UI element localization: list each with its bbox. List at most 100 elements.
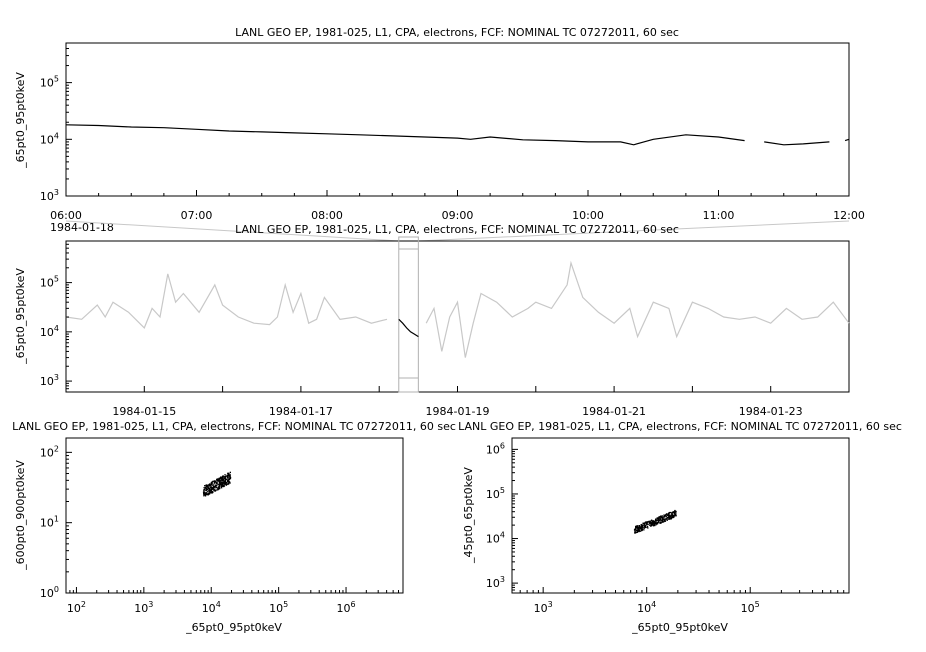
- x-tick-label: 06:00: [50, 209, 82, 222]
- scatter-point: [205, 486, 208, 488]
- scatter-point: [219, 481, 221, 483]
- scatter-point: [660, 522, 662, 524]
- scatter-point: [671, 516, 673, 518]
- x-tick-label: 105: [269, 600, 288, 615]
- scatter-point: [215, 481, 217, 483]
- scatter-point: [208, 484, 211, 486]
- y-tick-label: 101: [40, 515, 59, 530]
- scatter-point: [635, 529, 638, 531]
- scatter-point: [211, 484, 213, 486]
- chart-title: LANL GEO EP, 1981-025, L1, CPA, electron…: [458, 420, 902, 433]
- scatter-point: [207, 494, 209, 496]
- series-line: [844, 138, 850, 142]
- scatter-point: [204, 493, 206, 495]
- scatter-point: [665, 515, 667, 518]
- scatter-point: [646, 522, 648, 524]
- scatter-point: [210, 490, 212, 492]
- x-tick-label: 08:00: [311, 209, 343, 222]
- scatter-point: [649, 520, 651, 522]
- scatter-point: [222, 481, 224, 483]
- scatter-point: [648, 520, 650, 523]
- scatter-points: [202, 471, 232, 497]
- scatter-point: [662, 518, 665, 520]
- highlight-window: [398, 236, 419, 393]
- scatter-point: [213, 481, 216, 484]
- scatter-point: [650, 524, 652, 527]
- scatter-point: [216, 478, 218, 480]
- scatter-point: [636, 531, 639, 533]
- scatter-point: [661, 518, 664, 520]
- scatter-point: [206, 488, 208, 490]
- scatter-point: [664, 514, 667, 516]
- x-tick-label: 105: [741, 600, 760, 615]
- scatter-point: [227, 482, 229, 485]
- scatter-point: [203, 494, 205, 496]
- scatter-point: [639, 528, 641, 530]
- scatter-point: [212, 488, 214, 490]
- scatter-point: [642, 522, 644, 525]
- scatter-point: [664, 515, 667, 517]
- scatter-point: [634, 532, 636, 534]
- scatter-point: [675, 514, 677, 516]
- scatter-point: [207, 484, 209, 486]
- scatter-point: [224, 483, 226, 485]
- scatter-point: [211, 491, 213, 493]
- scatter-point: [644, 523, 646, 525]
- scatter-point: [641, 526, 643, 528]
- scatter-point: [210, 483, 212, 485]
- scatter-point: [668, 511, 671, 514]
- scatter-point: [662, 516, 664, 519]
- x-tick-label: 1984-01-23: [739, 405, 803, 418]
- scatter-point: [204, 494, 207, 496]
- y-tick-label: 103: [40, 188, 59, 203]
- scatter-point: [209, 487, 211, 489]
- scatter-point: [219, 483, 221, 485]
- scatter-point: [223, 476, 225, 478]
- scatter-point: [217, 487, 219, 489]
- scatter-point: [218, 483, 220, 486]
- y-tick-label: 105: [486, 486, 505, 501]
- x-tick-label: 1984-01-21: [582, 405, 646, 418]
- scatter-point: [639, 530, 641, 532]
- highlight-box: [398, 236, 419, 393]
- scatter-point: [643, 526, 646, 528]
- scatter-point: [225, 477, 227, 479]
- scatter-point: [209, 492, 211, 494]
- scatter-point: [670, 511, 672, 514]
- scatter-point: [634, 531, 636, 533]
- scatter-point: [672, 515, 674, 517]
- scatter-point: [205, 492, 207, 494]
- scatter-point: [672, 511, 675, 513]
- scatter-point: [638, 528, 640, 530]
- scatter-point: [225, 475, 227, 477]
- scatter-point: [221, 476, 224, 478]
- scatter-point: [208, 486, 210, 488]
- series-line: [425, 260, 850, 358]
- scatter-point: [657, 518, 659, 520]
- scatter-point: [656, 517, 658, 519]
- tick-group: 103 104 105 1984-01-15 1984-01-17 1984-01-19 1…: [40, 240, 850, 418]
- scatter-point: [664, 520, 667, 522]
- scatter-point: [644, 521, 646, 524]
- scatter-point: [665, 518, 667, 520]
- scatter-point: [649, 523, 651, 525]
- zoom-connector: [65, 220, 850, 242]
- x-tick-label: 1984-01-19: [426, 405, 490, 418]
- plot-frame: [511, 437, 850, 594]
- scatter-point: [673, 515, 675, 518]
- scatter-point: [209, 484, 212, 486]
- scatter-point: [223, 478, 225, 480]
- x-tick-label: 10:00: [572, 209, 604, 222]
- scatter-point: [210, 487, 213, 489]
- plot-frame: [65, 42, 850, 197]
- scatter-point: [228, 477, 231, 479]
- scatter-point: [206, 485, 209, 487]
- scatter-point: [657, 519, 659, 521]
- scatter-point: [673, 512, 675, 514]
- scatter-point: [214, 480, 216, 482]
- scatter-point: [217, 483, 219, 485]
- scatter-point: [220, 479, 222, 482]
- y-tick-label: 104: [40, 131, 59, 146]
- scatter-point: [223, 485, 225, 487]
- scatter-point: [221, 478, 223, 480]
